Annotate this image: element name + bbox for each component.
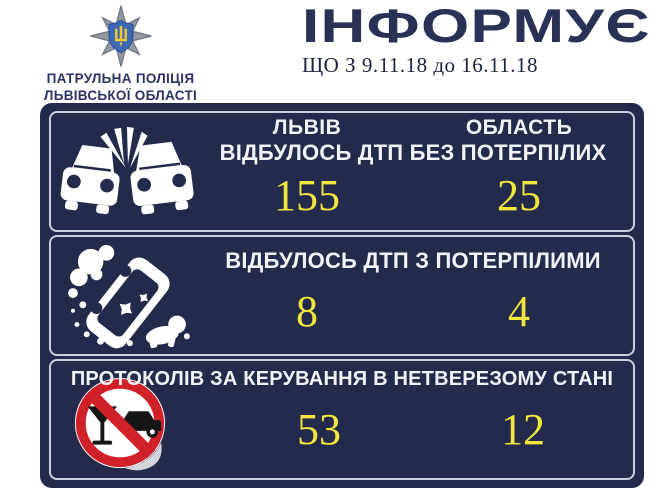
stat-label: ПРОТОКОЛІВ ЗА КЕРУВАННЯ В НЕТВЕРЕЗОМУ СТ… <box>70 368 614 390</box>
column-header-lviv: ЛЬВІВ <box>272 116 342 139</box>
stat-row-drunk-driving-protocols: ПРОТОКОЛІВ ЗА КЕРУВАННЯ В НЕТВЕРЕЗОМУ СТ… <box>49 359 635 480</box>
page-title: ІНФОРМУЄ <box>302 0 651 52</box>
stats-board: ЛЬВІВ ОБЛАСТЬ ВІДБУЛОСЬ ДТП БЕЗ ПОТЕРПІЛ… <box>40 103 644 488</box>
trident-icon <box>114 25 127 48</box>
org-name-line2: ЛЬВІВСЬКОЇ ОБЛАСТІ <box>43 87 198 103</box>
car-collision-icon <box>60 126 194 214</box>
icon-zone <box>51 113 201 230</box>
column-header-oblast: ОБЛАСТЬ <box>465 116 573 139</box>
no-drunk-driving-icon <box>74 377 166 471</box>
stat-value-oblast: 4 <box>508 286 530 336</box>
stat-value-oblast: 25 <box>497 170 541 220</box>
stat-value-oblast: 12 <box>501 405 545 454</box>
icon-zone <box>51 361 217 478</box>
police-logo: ПАТРУЛЬНА ПОЛІЦІЯ ЛЬВІВСЬКОЇ ОБЛАСТІ <box>28 4 213 105</box>
icon-zone <box>51 237 201 354</box>
stat-label: ВІДБУЛОСЬ ДТП З ПОТЕРПІЛИМИ <box>225 248 601 273</box>
police-badge-icon <box>89 5 152 67</box>
stat-row-accidents-no-injuries: ЛЬВІВ ОБЛАСТЬ ВІДБУЛОСЬ ДТП БЕЗ ПОТЕРПІЛ… <box>49 111 635 232</box>
org-name: ПАТРУЛЬНА ПОЛІЦІЯ ЛЬВІВСЬКОЇ ОБЛАСТІ <box>28 71 213 105</box>
stat-value-lviv: 53 <box>297 405 341 454</box>
report-period: ЩО З 9.11.18 до 16.11.18 <box>302 53 538 77</box>
content-zone: ЛЬВІВ ОБЛАСТЬ ВІДБУЛОСЬ ДТП БЕЗ ПОТЕРПІЛ… <box>201 113 633 230</box>
stat-value-lviv: 8 <box>296 286 318 336</box>
stat-row-accidents-with-injuries: ВІДБУЛОСЬ ДТП З ПОТЕРПІЛИМИ 8 4 <box>49 235 635 356</box>
stat-value-lviv: 155 <box>274 170 340 220</box>
header-title-block: ІНФОРМУЄ ЩО З 9.11.18 до 16.11.18 <box>302 2 668 78</box>
stat-label: ВІДБУЛОСЬ ДТП БЕЗ ПОТЕРПІЛИХ <box>219 140 607 165</box>
content-zone: ВІДБУЛОСЬ ДТП З ПОТЕРПІЛИМИ 8 4 <box>201 237 633 354</box>
content-zone: 53 12 <box>217 361 633 478</box>
crawling-person-icon <box>145 315 190 348</box>
org-name-line1: ПАТРУЛЬНА ПОЛІЦІЯ <box>46 71 195 86</box>
overturned-car-icon <box>68 244 190 349</box>
